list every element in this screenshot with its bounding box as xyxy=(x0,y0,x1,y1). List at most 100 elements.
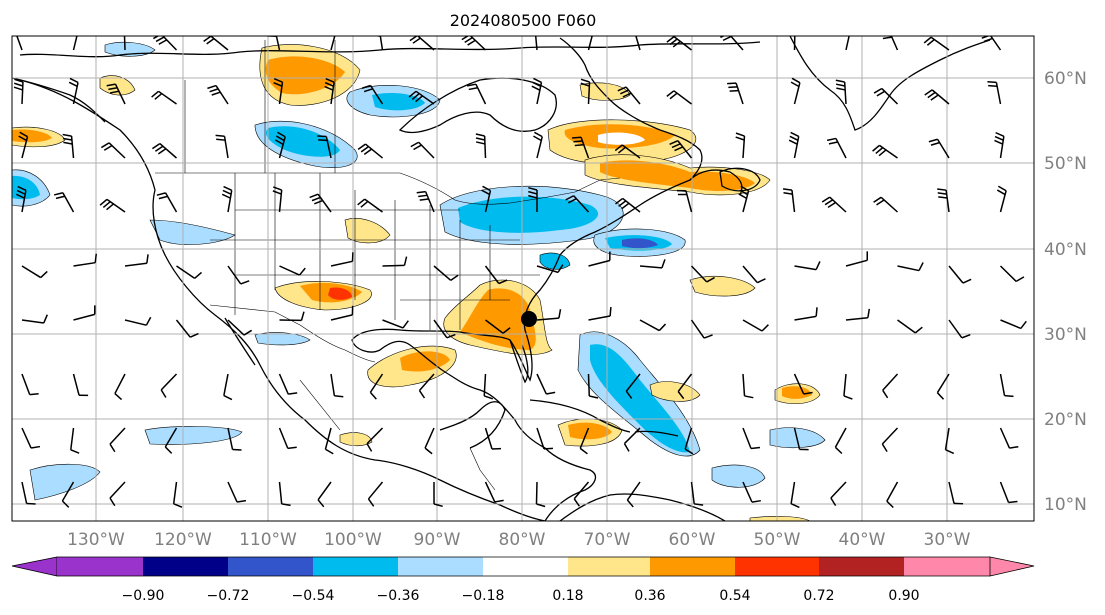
wind-barb xyxy=(742,481,761,503)
wind-barb xyxy=(623,427,641,452)
wind-barb xyxy=(881,427,899,453)
wind-barb xyxy=(948,265,972,284)
wind-barb xyxy=(533,131,543,159)
wind-barb xyxy=(565,195,590,213)
lon-label: 70°W xyxy=(584,530,631,550)
wind-barb xyxy=(273,78,284,105)
wind-barb xyxy=(994,131,1005,159)
wind-barb xyxy=(160,373,178,398)
colorbar-bin xyxy=(819,557,904,576)
wind-barb xyxy=(573,481,590,507)
wind-barb xyxy=(100,142,126,159)
wind-barb xyxy=(109,427,126,453)
wind-barb xyxy=(484,481,504,503)
wind-barb xyxy=(114,373,126,401)
wind-barb xyxy=(123,36,126,51)
wind-barb xyxy=(826,137,847,159)
wind-barb xyxy=(742,427,761,450)
wind-barb xyxy=(330,305,354,321)
wind-barb xyxy=(536,264,564,274)
wind-barb xyxy=(484,265,508,285)
wind-barb xyxy=(639,319,667,332)
wind-barb xyxy=(68,77,79,105)
wind-barb xyxy=(418,373,435,399)
lon-label: 110°W xyxy=(239,530,297,550)
wind-barb xyxy=(215,134,229,159)
wind-barb xyxy=(272,186,283,213)
wind-barb xyxy=(1000,319,1027,330)
wind-barb xyxy=(278,481,291,507)
colorbar-tick-label: −0.72 xyxy=(207,588,250,604)
wind-barb xyxy=(981,36,1002,51)
wind-barb xyxy=(109,481,126,507)
border-us-mexico xyxy=(209,304,376,363)
wind-barb xyxy=(923,36,950,51)
wind-barb xyxy=(742,373,754,399)
wind-barb xyxy=(324,78,335,105)
wind-barb xyxy=(742,265,766,284)
wind-barb xyxy=(676,189,693,213)
wind-barb xyxy=(317,481,332,508)
lon-label: 100°W xyxy=(324,530,382,550)
colorbar-bin xyxy=(57,557,143,576)
wind-barb xyxy=(690,481,704,506)
wind-barb xyxy=(366,427,384,452)
wind-barb xyxy=(278,373,298,395)
wind-barb xyxy=(897,319,923,334)
wind-barb xyxy=(18,131,29,159)
wind-barb xyxy=(999,373,1014,398)
pos-core-atlantic-east xyxy=(782,386,812,399)
lat-label: 60°N xyxy=(1044,69,1087,89)
wind-barb xyxy=(843,373,853,400)
colorbar-bin xyxy=(228,557,313,576)
lat-label: 30°N xyxy=(1044,325,1087,345)
wind-barb xyxy=(792,36,796,51)
wind-barb xyxy=(835,79,847,105)
wind-barb xyxy=(948,481,964,505)
neg-core-great-lakes xyxy=(458,196,599,233)
wind-barb xyxy=(274,131,286,159)
wind-barb xyxy=(531,77,543,105)
anomaly-shading xyxy=(12,41,826,521)
wind-barb xyxy=(727,82,744,105)
wind-barb xyxy=(845,36,850,51)
wind-barb xyxy=(16,36,23,51)
wind-barb xyxy=(587,373,599,399)
lat-label: 20°N xyxy=(1044,410,1087,430)
wind-barb xyxy=(279,311,305,322)
wind-barb xyxy=(317,135,332,159)
coast-greenland xyxy=(789,36,991,131)
wind-barb xyxy=(408,90,435,105)
pos-region-mexico-coast xyxy=(339,432,373,447)
colorbar-tick-label: −0.54 xyxy=(292,588,335,604)
lon-label: 130°W xyxy=(67,530,125,550)
lon-label: 90°W xyxy=(414,530,461,550)
coast-baja xyxy=(224,317,256,366)
wind-barb xyxy=(742,319,769,332)
wind-barb xyxy=(223,373,233,401)
wind-barb xyxy=(794,307,818,321)
colorbar-bin xyxy=(568,557,650,576)
wind-barb xyxy=(924,89,950,105)
wind-barb xyxy=(735,132,746,159)
wind-barb xyxy=(433,319,456,339)
wind-barb xyxy=(227,319,253,336)
wind-barb xyxy=(793,427,809,451)
neg-region-north-top xyxy=(104,41,156,57)
pos-region-ontario xyxy=(344,218,391,244)
wind-barb xyxy=(382,319,409,329)
wind-barb xyxy=(13,78,24,105)
wind-barb xyxy=(845,251,869,267)
wind-barb xyxy=(156,192,178,213)
graticule xyxy=(12,36,1034,521)
colorbar-extend-high xyxy=(989,556,1035,577)
wind-barb xyxy=(367,481,384,507)
wind-barb xyxy=(21,427,41,449)
wind-barb xyxy=(330,36,336,51)
wind-barb xyxy=(830,481,847,507)
pos-core-bc xyxy=(12,129,52,143)
colorbar: −0.90 −0.72 −0.54 −0.36 −0.18 0.18 0.36 … xyxy=(11,556,1035,604)
wind-barb xyxy=(433,481,443,508)
lon-label: 60°W xyxy=(669,530,716,550)
